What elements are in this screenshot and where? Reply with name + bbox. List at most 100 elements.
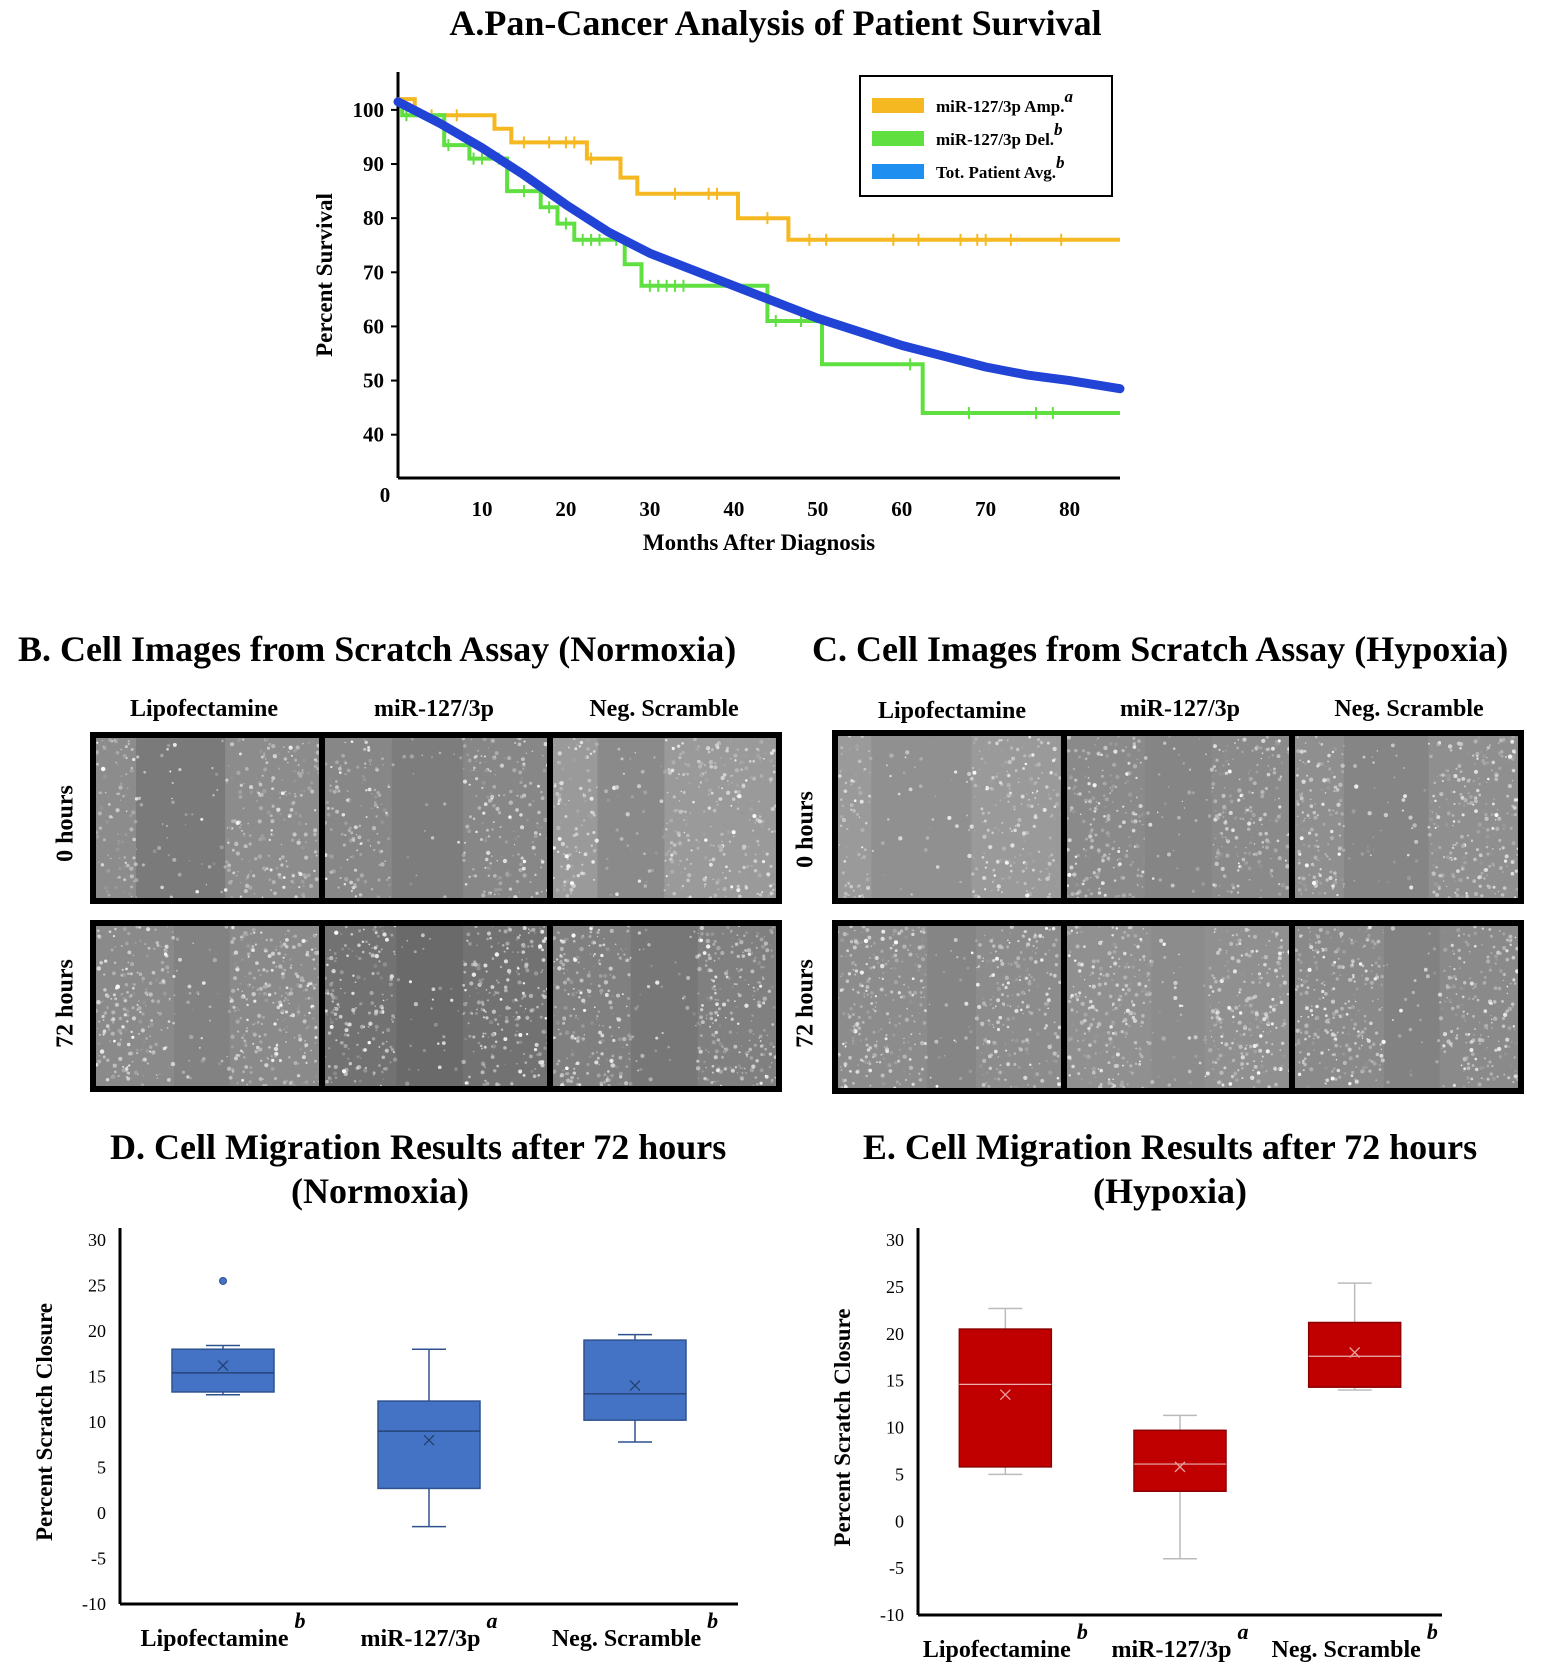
cell-speck <box>135 896 138 898</box>
cell-speck <box>1486 756 1488 759</box>
cell-speck <box>671 746 676 751</box>
cell-speck <box>363 977 366 981</box>
cell-speck <box>505 941 510 946</box>
cell-speck <box>364 940 368 943</box>
cell-speck <box>860 828 865 833</box>
cell-speck <box>359 873 364 878</box>
cell-speck <box>699 1015 704 1020</box>
cell-speck <box>232 1005 236 1009</box>
cell-speck <box>186 1075 190 1079</box>
cell-speck <box>845 845 847 848</box>
cell-speck <box>878 976 881 979</box>
cell-speck <box>226 1055 228 1058</box>
cell-speck <box>517 742 521 747</box>
cell-speck <box>1014 1038 1019 1043</box>
cell-speck <box>982 957 984 959</box>
cell-speck <box>984 866 987 869</box>
cell-speck <box>610 1063 616 1068</box>
cell-speck <box>1131 1015 1135 1020</box>
cell-speck <box>353 825 358 830</box>
cell-speck <box>344 772 347 776</box>
cell-speck <box>1097 737 1099 739</box>
cell-speck <box>722 852 726 856</box>
cell-speck <box>1016 992 1020 997</box>
cell-speck <box>178 957 182 962</box>
cell-speck <box>609 973 612 976</box>
cell-speck <box>1113 742 1118 747</box>
cell-speck <box>626 929 630 933</box>
cell-speck <box>730 740 733 743</box>
cell-speck <box>126 1065 129 1068</box>
cell-speck <box>1009 864 1013 867</box>
cell-speck <box>1033 978 1036 981</box>
cell-speck <box>1048 875 1050 878</box>
cell-speck <box>761 891 764 894</box>
cell-speck <box>1245 1062 1249 1066</box>
cell-speck <box>670 859 675 864</box>
cell-speck <box>1474 809 1479 813</box>
cell-speck <box>96 1008 99 1013</box>
cell-speck <box>773 829 777 833</box>
cell-speck <box>1491 769 1494 772</box>
cell-speck <box>1049 816 1052 819</box>
cell-speck <box>1033 933 1037 937</box>
cell-speck <box>371 972 375 976</box>
cell-speck <box>114 927 117 931</box>
cell-speck <box>1373 787 1376 789</box>
cell-speck <box>507 815 512 819</box>
cell-speck <box>484 1066 486 1069</box>
cell-speck <box>1235 958 1240 963</box>
cell-speck <box>1026 856 1030 861</box>
cell-speck <box>518 934 521 937</box>
cell-speck <box>481 780 486 786</box>
cell-speck <box>846 949 850 953</box>
cell-speck <box>140 1048 143 1051</box>
cell-speck <box>1177 833 1180 836</box>
cell-speck <box>979 963 981 965</box>
cell-speck <box>1054 865 1057 867</box>
cell-speck <box>989 1053 994 1057</box>
cell-speck <box>1225 959 1230 964</box>
cell-speck <box>557 875 560 879</box>
cell-speck <box>530 1007 535 1012</box>
cell-speck <box>717 957 721 960</box>
cell-speck <box>1220 1041 1223 1045</box>
cell-speck <box>1109 787 1111 789</box>
cell-speck <box>482 890 486 893</box>
cell-speck <box>424 803 429 807</box>
cell-speck <box>1232 1021 1234 1023</box>
cell-speck <box>1138 820 1141 823</box>
cell-speck <box>1443 856 1446 859</box>
cell-speck <box>1494 771 1498 775</box>
cell-speck <box>884 1037 888 1041</box>
cell-speck <box>1304 762 1307 766</box>
cell-speck <box>749 819 751 821</box>
cell-speck <box>215 772 219 776</box>
cell-speck <box>1036 1007 1039 1009</box>
cell-speck <box>186 1000 190 1004</box>
cell-speck <box>1328 876 1333 881</box>
cell-speck <box>555 985 561 990</box>
cell-speck <box>1478 874 1483 879</box>
cell-speck <box>99 961 103 965</box>
cell-speck <box>865 822 868 825</box>
cell-speck <box>990 787 995 791</box>
cell-speck <box>736 829 739 832</box>
cell-speck <box>1131 828 1136 833</box>
cell-speck <box>280 876 283 880</box>
cell-speck <box>1249 836 1252 838</box>
cell-speck <box>343 944 347 947</box>
cell-speck <box>499 826 502 829</box>
cell-speck <box>730 885 734 889</box>
cell-speck <box>1095 872 1100 877</box>
cell-speck <box>339 978 342 982</box>
cell-speck <box>1030 781 1035 786</box>
cell-speck <box>303 1014 306 1017</box>
cell-speck <box>849 884 854 889</box>
cell-speck <box>1121 805 1125 808</box>
cell-speck <box>1435 893 1440 897</box>
cell-speck <box>711 791 714 795</box>
cell-speck <box>1474 762 1476 765</box>
cell-speck <box>996 772 999 775</box>
cell-speck <box>354 1007 357 1009</box>
